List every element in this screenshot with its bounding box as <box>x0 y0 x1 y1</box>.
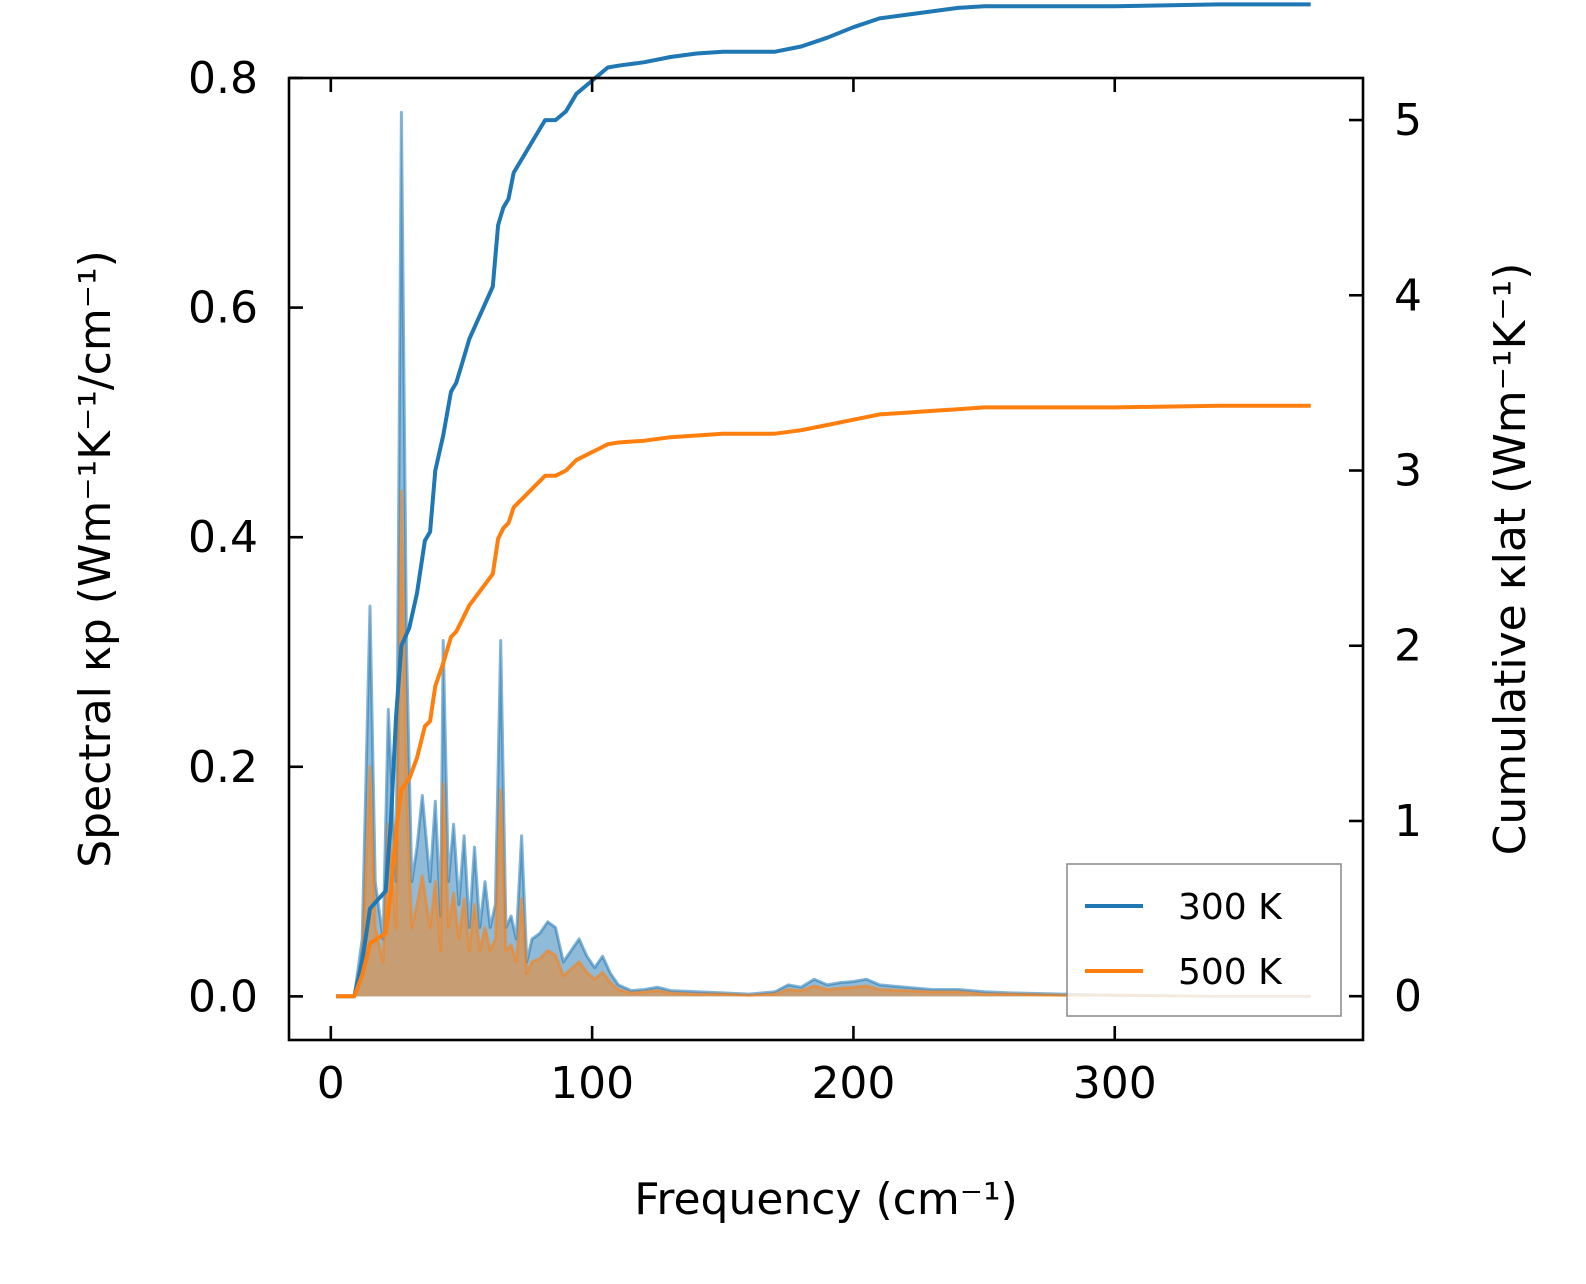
x-tick-label: 100 <box>550 1058 634 1109</box>
y-axis-label-right: Cumulative κlat (Wm⁻¹K⁻¹) <box>1485 263 1536 856</box>
y-left-tick-label: 0.6 <box>188 283 258 334</box>
y-right-tick-label: 0 <box>1394 971 1422 1022</box>
spectral-area-500k <box>336 491 1311 997</box>
spectral-line-500k <box>336 489 1311 998</box>
y-right-tick-label: 4 <box>1394 270 1422 321</box>
y-right-tick-label: 3 <box>1394 446 1422 497</box>
y-right-tick-label: 5 <box>1394 95 1422 146</box>
legend: 300 K 500 K <box>1066 863 1342 1017</box>
y-axis-label-left: Spectral κp (Wm⁻¹K⁻¹/cm⁻¹) <box>70 250 121 868</box>
cumulative-line-500k <box>336 403 1311 999</box>
x-tick-label: 0 <box>317 1058 345 1109</box>
x-tick-label: 300 <box>1073 1058 1157 1109</box>
x-tick-label: 200 <box>811 1058 895 1109</box>
y-left-tick-label: 0.4 <box>188 512 258 563</box>
y-right-tick-label: 1 <box>1394 796 1422 847</box>
tick-marks <box>289 76 1363 1040</box>
legend-label-500k: 500 K <box>1178 952 1283 993</box>
legend-box <box>1066 863 1342 1017</box>
plot-content <box>336 2 1311 999</box>
y-left-tick-label: 0.0 <box>188 971 258 1022</box>
y-left-tick-label: 0.8 <box>188 53 258 104</box>
spectral-line-300k <box>336 110 1311 998</box>
tick-labels: 0 100 200 300 0.0 0.2 0.4 0.6 0.8 0 1 2 3 4 5 <box>188 53 1422 1109</box>
y-left-tick-label: 0.2 <box>188 742 258 793</box>
y-right-tick-label: 2 <box>1394 621 1422 672</box>
plot-frame <box>287 76 1365 1042</box>
cumulative-line-300k <box>336 2 1311 999</box>
x-axis-label: Frequency (cm⁻¹) <box>634 1174 1018 1225</box>
legend-label-300k: 300 K <box>1178 887 1283 928</box>
